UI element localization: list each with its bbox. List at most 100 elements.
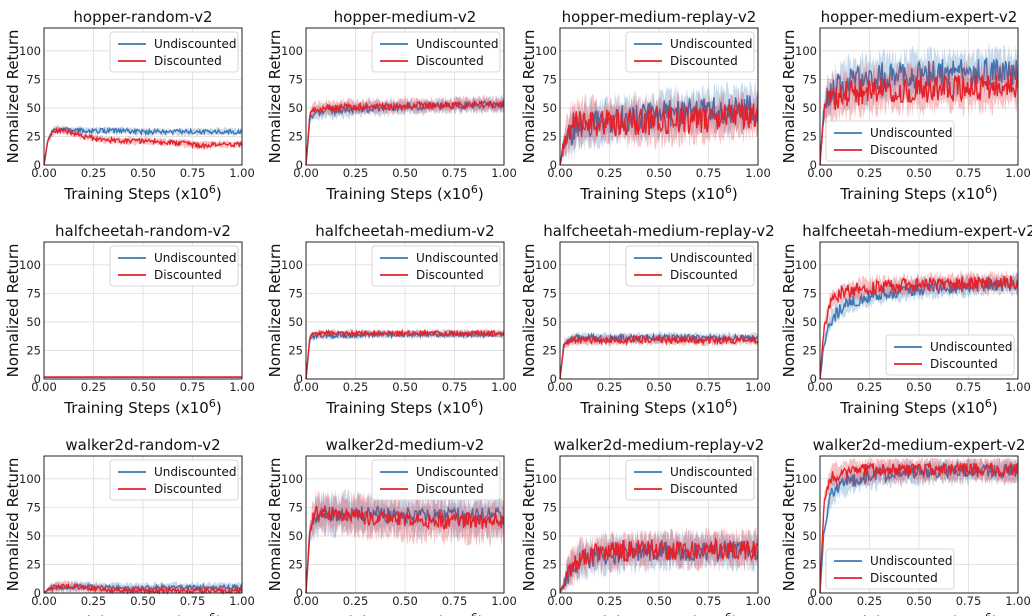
x-axis-label-close: ) <box>992 613 998 616</box>
x-axis-label-exponent: 6 <box>209 397 216 410</box>
x-axis-label-exponent: 6 <box>725 611 732 616</box>
x-tick-label: 1.00 <box>745 594 771 608</box>
series-line-discounted <box>305 505 505 594</box>
legend: Undiscounted Discounted <box>885 334 1015 376</box>
series-line-undiscounted <box>559 331 759 380</box>
x-axis-label: Training Steps (x106) <box>325 183 483 203</box>
chart-title: hopper-random-v2 <box>73 8 212 26</box>
plot-frame <box>43 455 243 594</box>
y-tick-label: 25 <box>288 129 303 143</box>
y-tick-label: 75 <box>802 500 817 514</box>
x-axis-label-close: ) <box>216 613 222 616</box>
series-line-undiscounted <box>43 581 243 594</box>
x-axis-label-exponent: 6 <box>471 183 478 196</box>
legend-box <box>109 459 239 501</box>
x-axis-label-close: ) <box>478 399 484 417</box>
legend: Undiscounted Discounted <box>825 120 955 162</box>
legend-box <box>625 31 755 73</box>
y-tick-label: 100 <box>281 472 303 486</box>
chart-title: halfcheetah-random-v2 <box>55 222 231 240</box>
chart-title: walker2d-medium-v2 <box>326 436 485 454</box>
legend: Undiscounted Discounted <box>371 459 501 501</box>
y-tick-label: 50 <box>288 529 303 543</box>
y-axis-label: Nomalized Return <box>780 30 798 164</box>
series-band-undiscounted <box>560 80 758 165</box>
legend-box <box>885 334 1015 376</box>
legend: Undiscounted Discounted <box>109 31 239 73</box>
chart-panel-0: 0.00 0.25 0.50 0.75 1.00 0 25 50 75 100 hopper-ran… <box>4 8 255 203</box>
legend-label: Discounted <box>930 357 998 371</box>
x-tick-label: 0.00 <box>807 594 833 608</box>
x-tick-label: 0.50 <box>130 166 156 180</box>
plot-frame <box>305 241 505 380</box>
x-tick-label: 0.50 <box>906 380 932 394</box>
plot-frame <box>819 241 1019 380</box>
x-tick-label: 0.00 <box>547 594 573 608</box>
y-tick-label: 50 <box>26 315 41 329</box>
x-axis-label-close: ) <box>732 399 738 417</box>
chart-title: hopper-medium-v2 <box>334 8 477 26</box>
plot-frame <box>819 455 1019 594</box>
y-tick-label: 50 <box>26 101 41 115</box>
x-tick-label: 1.00 <box>229 380 255 394</box>
legend-label: Undiscounted <box>416 251 498 265</box>
series-line-undiscounted <box>43 126 243 166</box>
x-tick-label: 0.00 <box>293 594 319 608</box>
x-axis-label-paren: (x10 <box>170 399 209 417</box>
x-tick-label: 1.00 <box>1005 166 1031 180</box>
y-tick-label: 25 <box>26 557 41 571</box>
x-axis-label-paren: (x10 <box>432 399 471 417</box>
x-axis-label-close: ) <box>732 613 738 616</box>
y-tick-label: 25 <box>802 343 817 357</box>
x-tick-label: 0.50 <box>646 594 672 608</box>
x-axis-label: Training Steps (x106) <box>325 611 483 616</box>
y-tick-label: 25 <box>288 557 303 571</box>
series-band-undiscounted <box>306 95 504 165</box>
legend: Undiscounted Discounted <box>109 245 239 287</box>
x-tick-label: 0.25 <box>597 166 623 180</box>
x-tick-label: 0.75 <box>956 166 982 180</box>
x-tick-label: 0.25 <box>597 380 623 394</box>
legend: Undiscounted Discounted <box>625 245 755 287</box>
legend-label: Discounted <box>416 482 484 496</box>
x-axis-label-paren: (x10 <box>432 185 471 203</box>
chart-panel-10: 0.00 0.25 0.50 0.75 1.00 0 25 50 75 100 walker2d-m… <box>520 436 771 616</box>
x-tick-label: 0.00 <box>31 166 57 180</box>
series-line-discounted <box>43 126 243 166</box>
x-axis-label-paren: (x10 <box>946 185 985 203</box>
x-axis-label-close: ) <box>992 399 998 417</box>
x-tick-label: 0.75 <box>696 166 722 180</box>
x-axis-label-close: ) <box>992 185 998 203</box>
x-axis-label-text: Training Steps <box>839 185 946 203</box>
x-tick-label: 0.00 <box>293 380 319 394</box>
y-tick-label: 0 <box>810 586 817 600</box>
series-line-discounted <box>819 275 1019 380</box>
x-tick-label: 1.00 <box>491 166 517 180</box>
x-tick-label: 0.50 <box>392 594 418 608</box>
x-tick-label: 1.00 <box>491 594 517 608</box>
y-tick-label: 100 <box>19 258 41 272</box>
x-tick-label: 0.25 <box>81 594 107 608</box>
x-tick-label: 0.00 <box>807 380 833 394</box>
x-axis-label: Training Steps (x106) <box>839 611 997 616</box>
chart-title: walker2d-medium-replay-v2 <box>554 436 765 454</box>
y-tick-label: 0 <box>550 158 557 172</box>
chart-panel-3: 0.00 0.25 0.50 0.75 1.00 0 25 50 75 100 hopper-med… <box>780 8 1031 203</box>
legend-label: Undiscounted <box>870 554 952 568</box>
y-tick-label: 75 <box>288 72 303 86</box>
x-tick-label: 0.00 <box>31 380 57 394</box>
series-line-discounted <box>43 583 243 596</box>
x-axis-label-close: ) <box>732 185 738 203</box>
y-tick-label: 75 <box>802 286 817 300</box>
plot-frame <box>559 27 759 166</box>
plot-frame <box>43 27 243 166</box>
y-tick-label: 0 <box>34 158 41 172</box>
y-tick-label: 0 <box>296 158 303 172</box>
x-tick-label: 0.25 <box>857 166 883 180</box>
series-band-undiscounted <box>560 528 758 593</box>
legend-box <box>371 459 501 501</box>
y-axis-label: Nomalized Return <box>266 30 284 164</box>
chart-panel-6: 0.00 0.25 0.50 0.75 1.00 0 25 50 75 100 halfcheeta… <box>520 222 775 417</box>
y-tick-label: 50 <box>802 315 817 329</box>
chart-panel-2: 0.00 0.25 0.50 0.75 1.00 0 25 50 75 100 hopper-med… <box>520 8 771 203</box>
